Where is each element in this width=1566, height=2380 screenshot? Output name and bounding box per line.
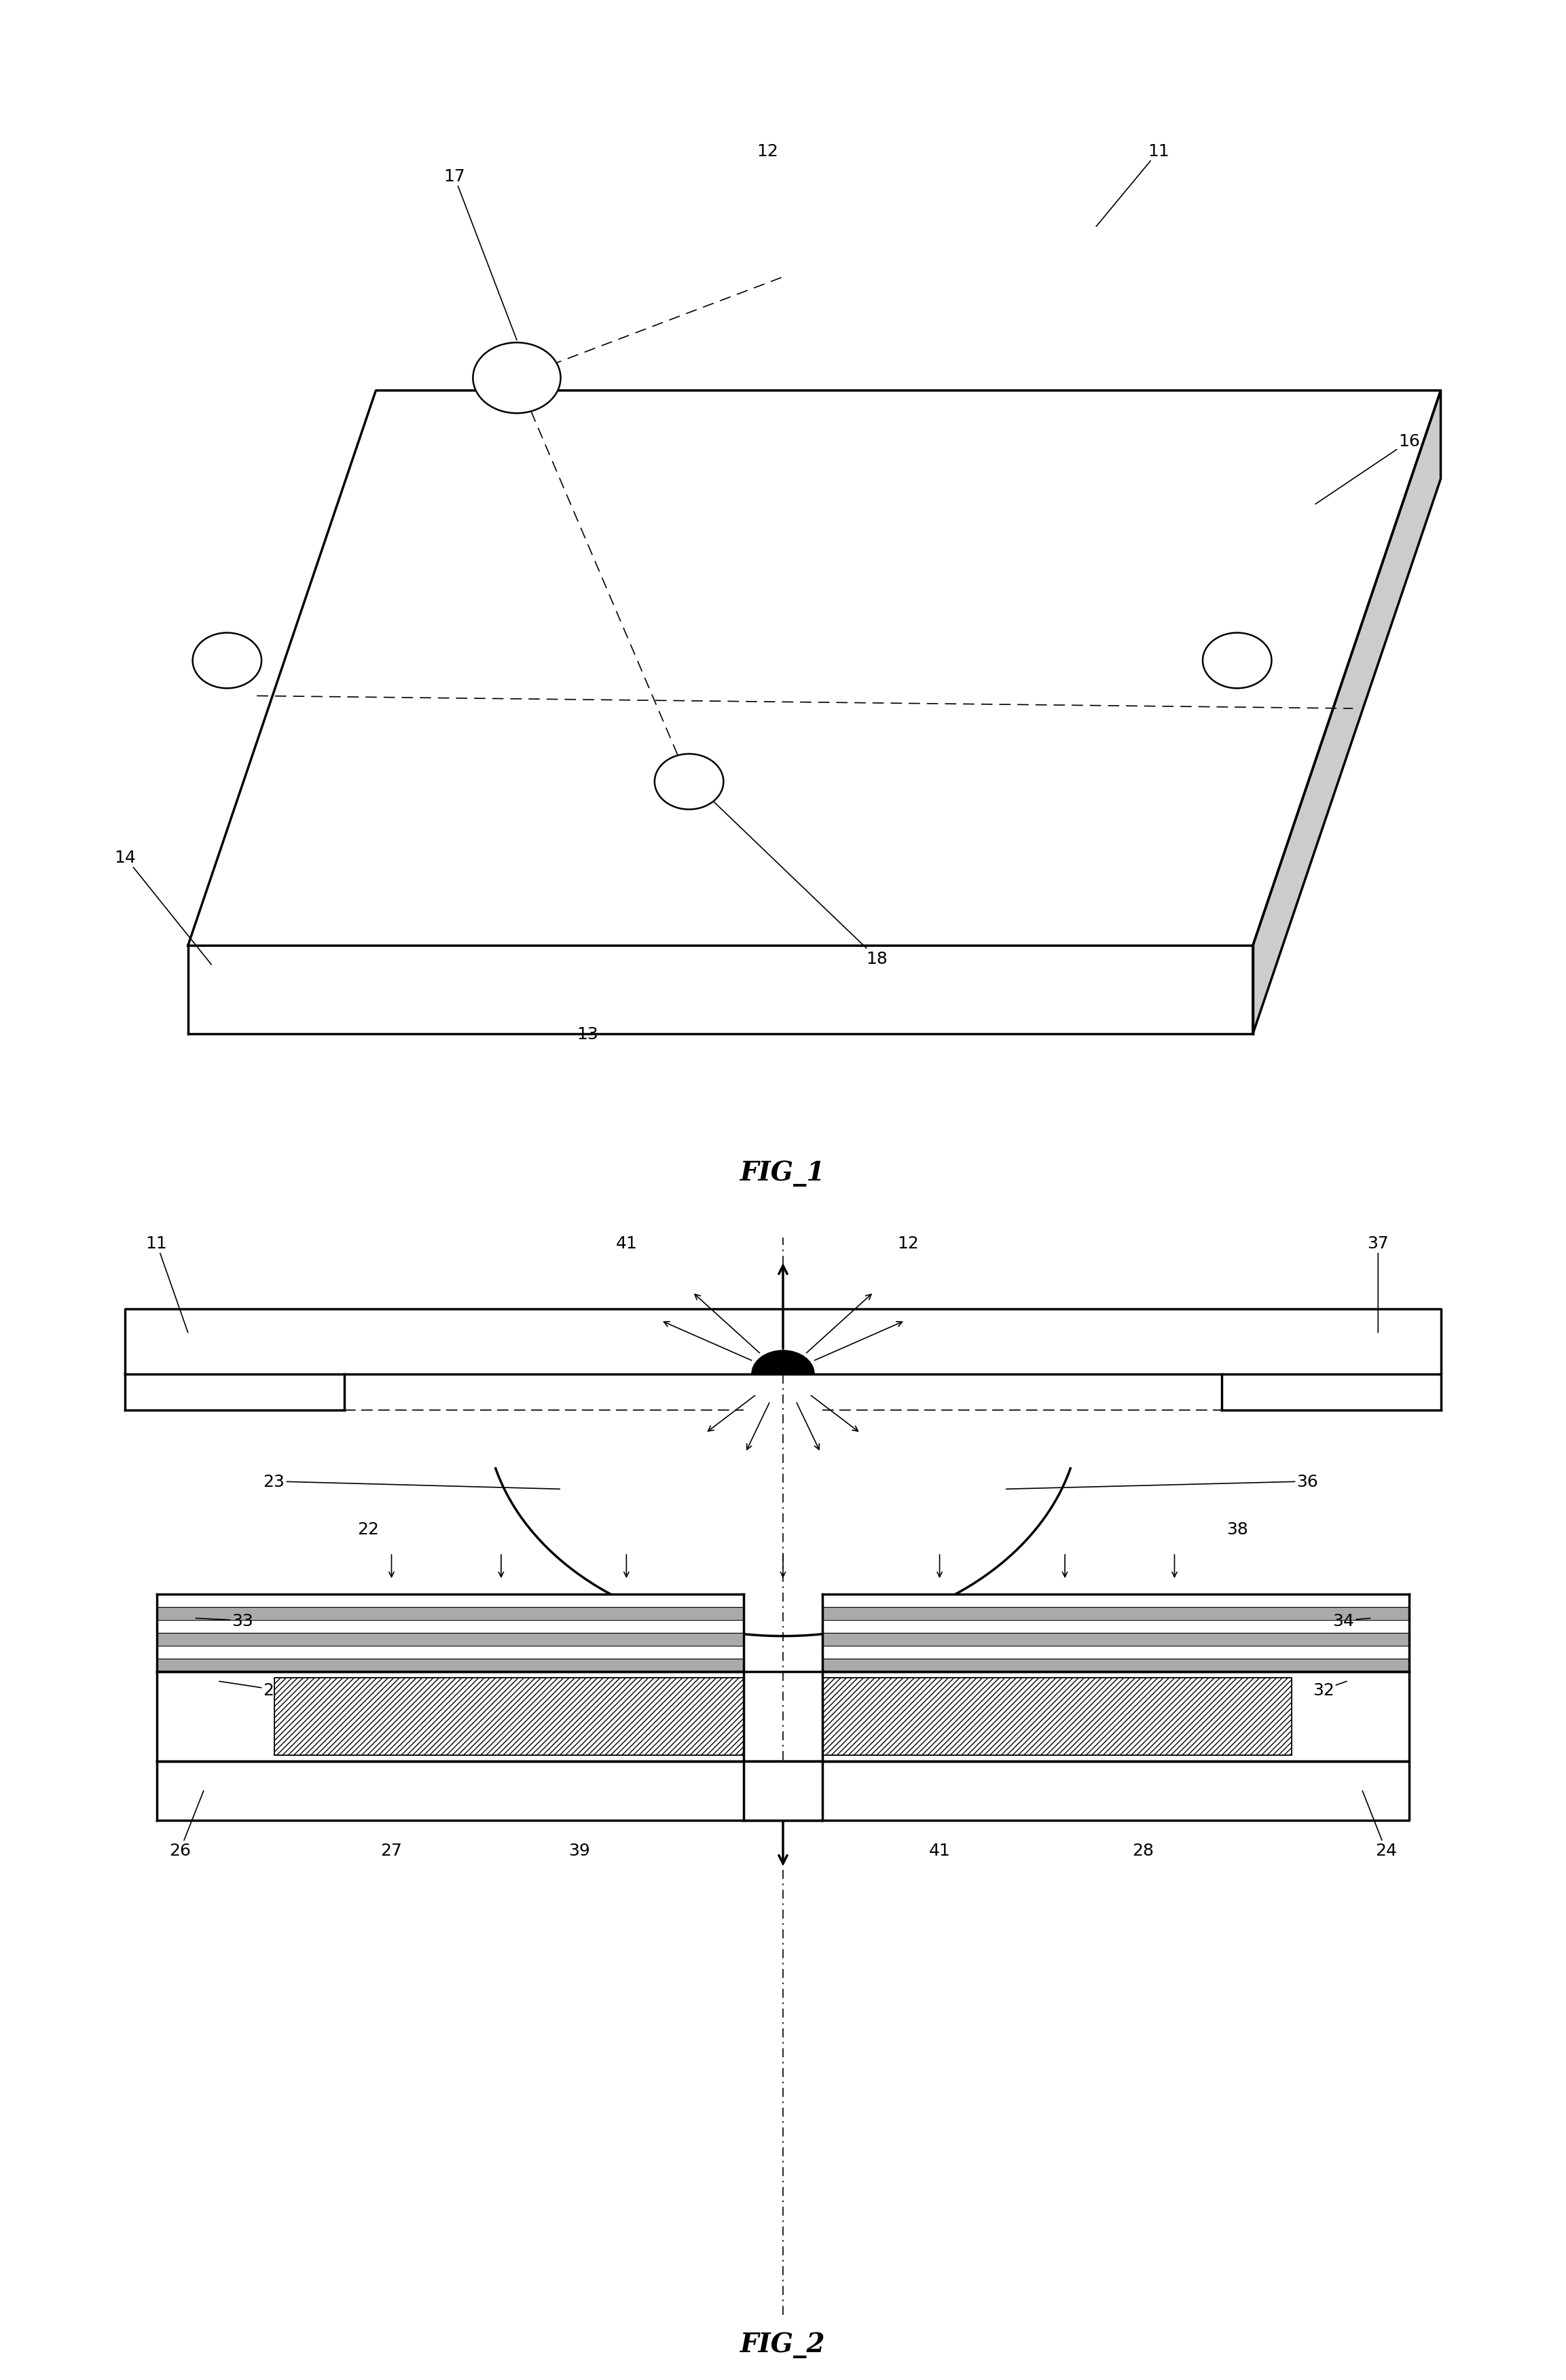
Text: 12: 12 <box>897 1235 919 1252</box>
Polygon shape <box>157 1647 744 1659</box>
Text: 32: 32 <box>1312 1680 1347 1697</box>
Text: 31: 31 <box>983 1709 1005 1725</box>
Text: 18: 18 <box>713 802 888 966</box>
Polygon shape <box>157 1607 744 1621</box>
Text: 24: 24 <box>1362 1790 1397 1859</box>
Text: 11: 11 <box>146 1235 188 1333</box>
Text: 34: 34 <box>1333 1614 1370 1628</box>
Text: 21: 21 <box>219 1680 285 1697</box>
Text: 37: 37 <box>1367 1235 1389 1333</box>
Text: 16: 16 <box>1315 433 1420 505</box>
Polygon shape <box>1253 390 1441 1035</box>
Text: 17: 17 <box>443 169 517 340</box>
Text: FIG_1: FIG_1 <box>741 1159 825 1185</box>
Polygon shape <box>157 1595 744 1607</box>
Polygon shape <box>157 1621 744 1633</box>
Text: FIG_2: FIG_2 <box>741 2332 825 2356</box>
Text: 29: 29 <box>459 1709 481 1725</box>
Text: 41: 41 <box>615 1235 637 1252</box>
Text: 39: 39 <box>568 1842 590 1859</box>
Text: 13: 13 <box>576 1026 598 1042</box>
Polygon shape <box>1221 1376 1441 1409</box>
Text: 22: 22 <box>357 1521 379 1537</box>
Text: 27: 27 <box>381 1842 402 1859</box>
Text: 23: 23 <box>263 1473 561 1490</box>
Text: 33: 33 <box>196 1614 254 1628</box>
Circle shape <box>193 633 262 688</box>
Wedge shape <box>752 1352 814 1376</box>
Polygon shape <box>274 1678 744 1756</box>
Polygon shape <box>125 1376 345 1409</box>
Text: 26: 26 <box>169 1790 204 1859</box>
Polygon shape <box>744 1761 822 1821</box>
Polygon shape <box>822 1647 1409 1659</box>
Text: 14: 14 <box>114 850 211 964</box>
Polygon shape <box>188 390 1441 945</box>
Text: 41: 41 <box>929 1842 951 1859</box>
Text: 28: 28 <box>1132 1842 1154 1859</box>
Polygon shape <box>822 1678 1292 1756</box>
Polygon shape <box>157 1659 744 1671</box>
Circle shape <box>473 343 561 414</box>
Circle shape <box>655 754 723 809</box>
Polygon shape <box>822 1659 1409 1671</box>
Polygon shape <box>157 1633 744 1647</box>
Text: 36: 36 <box>1007 1473 1319 1490</box>
Circle shape <box>1203 633 1272 688</box>
Polygon shape <box>157 1761 1409 1821</box>
Polygon shape <box>125 1309 1441 1376</box>
Text: 12: 12 <box>756 143 778 159</box>
Text: 11: 11 <box>1096 143 1170 226</box>
Polygon shape <box>822 1633 1409 1647</box>
Polygon shape <box>157 1671 1409 1761</box>
Polygon shape <box>822 1621 1409 1633</box>
Polygon shape <box>822 1607 1409 1621</box>
Polygon shape <box>822 1595 1409 1607</box>
Text: 38: 38 <box>1226 1521 1248 1537</box>
